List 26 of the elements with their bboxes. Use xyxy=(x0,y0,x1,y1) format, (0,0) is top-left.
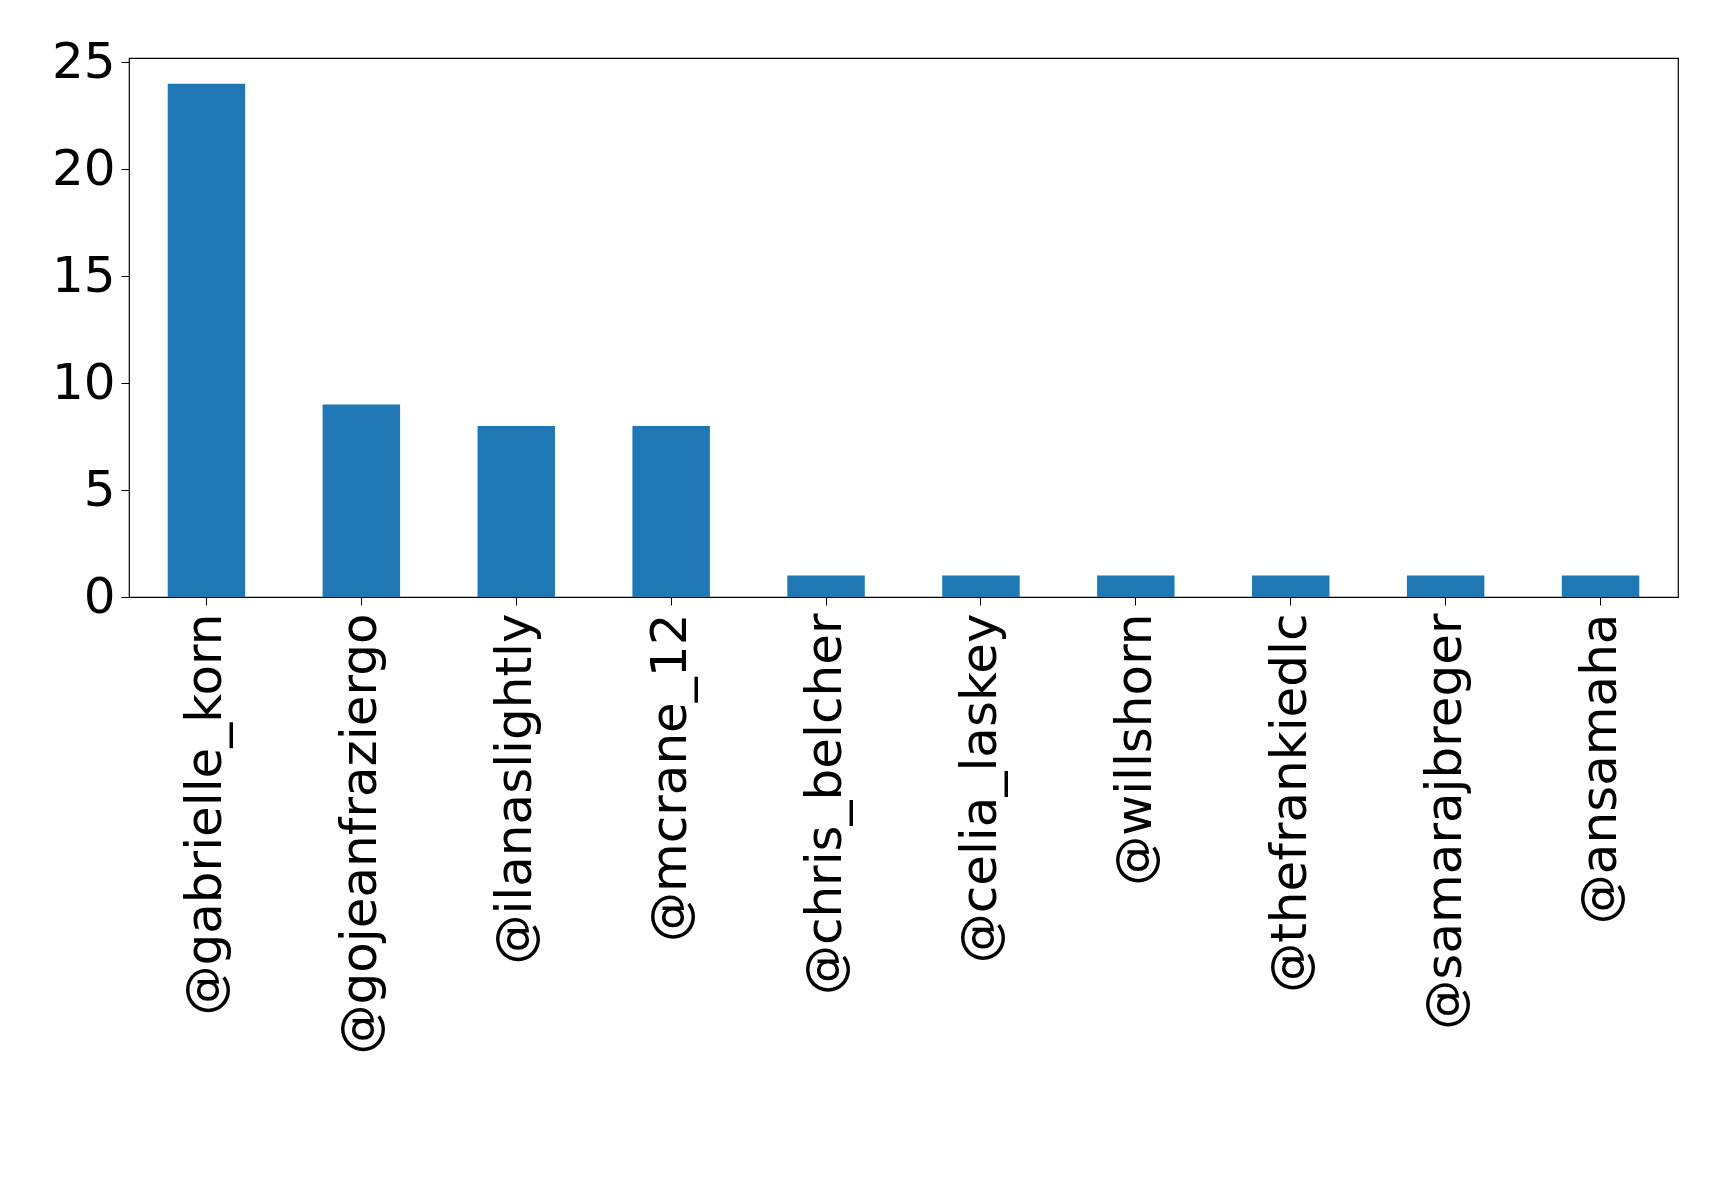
bar xyxy=(942,575,1020,597)
x-tick-label: @ansamaha xyxy=(1569,613,1628,925)
bar xyxy=(632,425,710,597)
y-tick-label: 10 xyxy=(51,352,116,411)
x-tick-label: @ilanaslightly xyxy=(485,613,544,965)
y-tick-label: 20 xyxy=(51,138,116,197)
x-tick-label: @celia_laskey xyxy=(949,613,1008,964)
x-tick-label: @willshorn xyxy=(1104,613,1163,886)
bar xyxy=(1252,575,1330,597)
x-tick-label: @gabrielle_korn xyxy=(175,613,234,1016)
y-tick-label: 25 xyxy=(51,31,116,90)
x-tick-label: @chris_belcher xyxy=(795,613,854,996)
x-tick-label: @mcrane_12 xyxy=(640,613,699,942)
x-tick-label: @thefrankiedlc xyxy=(1259,613,1318,993)
bar xyxy=(167,83,246,597)
x-tick-label: @gojeanfraziergo xyxy=(330,613,389,1055)
y-tick-label: 0 xyxy=(83,566,116,625)
y-tick-label: 15 xyxy=(51,245,116,304)
bar xyxy=(1097,575,1175,597)
x-tick-label: @samarajbreger xyxy=(1414,613,1473,1030)
bar xyxy=(1406,575,1485,597)
bar xyxy=(1561,575,1640,597)
bar xyxy=(322,404,401,597)
y-tick-label: 5 xyxy=(83,459,116,518)
bar xyxy=(477,425,555,597)
bar xyxy=(787,575,865,597)
